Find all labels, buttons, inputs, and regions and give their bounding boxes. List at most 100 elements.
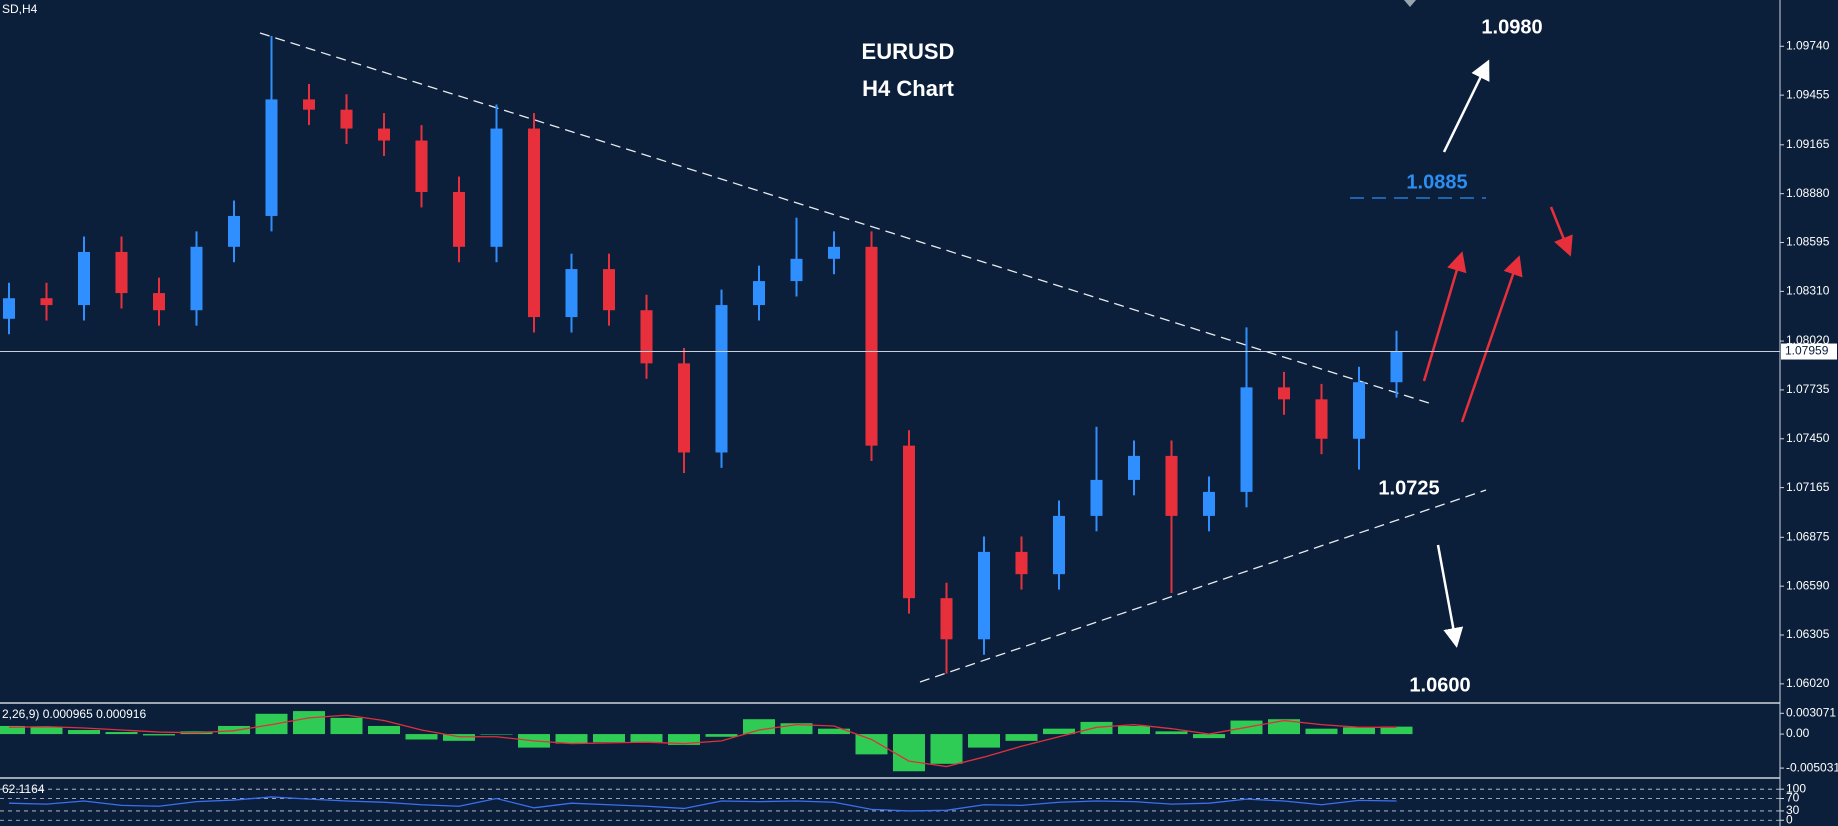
rsi-line bbox=[8, 796, 1397, 812]
arrow bbox=[1549, 206, 1573, 257]
macd-bar bbox=[1080, 721, 1113, 735]
macd-bar bbox=[893, 734, 925, 772]
y-tick-label: 0.003071 bbox=[1786, 705, 1836, 719]
candle-body bbox=[903, 445, 915, 599]
candle-body bbox=[78, 251, 90, 306]
chart-subtitle: H4 Chart bbox=[862, 76, 954, 101]
arrow bbox=[1460, 255, 1523, 423]
y-tick-label: 1.06590 bbox=[1786, 578, 1830, 592]
macd-bar bbox=[255, 713, 288, 735]
macd-bar bbox=[105, 732, 138, 735]
level-label: 1.0600 bbox=[1409, 674, 1470, 696]
candle-body bbox=[1090, 479, 1103, 516]
candle-body bbox=[1353, 382, 1365, 439]
macd-bar bbox=[1268, 719, 1300, 735]
macd-bar bbox=[630, 734, 663, 743]
y-tick-label: 1.09455 bbox=[1786, 87, 1830, 101]
y-tick-label: 1.06020 bbox=[1786, 676, 1830, 690]
current-price-label: 1.07959 bbox=[1785, 344, 1829, 358]
macd-bar bbox=[1193, 734, 1225, 739]
candle-body bbox=[40, 298, 53, 306]
symbol-label: SD,H4 bbox=[2, 2, 38, 16]
candle-body bbox=[603, 269, 615, 311]
candle-body bbox=[790, 258, 803, 282]
y-tick-label: 1.07735 bbox=[1786, 382, 1830, 396]
y-tick-label: 1.07165 bbox=[1786, 480, 1830, 494]
y-tick-label: 0.00 bbox=[1786, 726, 1810, 740]
macd-bar bbox=[30, 727, 63, 735]
macd-bar bbox=[1118, 725, 1150, 735]
candle-body bbox=[415, 140, 428, 192]
candle-body bbox=[1240, 387, 1253, 492]
candle-body bbox=[115, 251, 128, 294]
macd-bar bbox=[668, 734, 700, 745]
y-tick-label: 30 bbox=[1786, 803, 1800, 817]
macd-bar bbox=[593, 734, 625, 743]
macd-label: 2,26,9) 0.000965 0.000916 bbox=[2, 707, 146, 721]
candle-body bbox=[378, 128, 390, 141]
macd-bar bbox=[1155, 731, 1188, 735]
candle-body bbox=[340, 109, 353, 129]
macd-bar bbox=[0, 725, 25, 735]
arrow bbox=[1436, 544, 1464, 648]
candle-body bbox=[1128, 455, 1140, 480]
candle-body bbox=[228, 215, 240, 247]
candle-body bbox=[490, 128, 503, 247]
candle-body bbox=[528, 128, 540, 318]
shift-marker bbox=[1404, 0, 1416, 7]
macd-bar bbox=[968, 734, 1000, 748]
chart-title: EURUSD bbox=[862, 39, 955, 64]
rsi-label: 62.1164 bbox=[2, 782, 45, 796]
macd-bar bbox=[443, 734, 475, 741]
macd-bar bbox=[930, 734, 963, 764]
macd-bar bbox=[855, 734, 888, 755]
candle-body bbox=[715, 305, 728, 453]
macd-bar bbox=[705, 734, 738, 737]
macd-bar bbox=[368, 725, 400, 735]
macd-bar bbox=[1005, 734, 1038, 741]
trend-line bbox=[919, 489, 1487, 683]
y-tick-label: 100 bbox=[1786, 781, 1806, 795]
y-tick-label: 1.08880 bbox=[1786, 186, 1830, 200]
macd-bar bbox=[405, 734, 438, 740]
candle-body bbox=[678, 363, 690, 453]
candle-body bbox=[265, 99, 278, 216]
macd-bar bbox=[555, 734, 588, 744]
candle-body bbox=[865, 246, 878, 446]
macd-bar bbox=[780, 723, 813, 735]
macd-bar bbox=[1380, 726, 1413, 735]
macd-bar bbox=[218, 725, 250, 735]
candle-body bbox=[1315, 399, 1328, 439]
candle-body bbox=[1165, 455, 1178, 516]
candle-body bbox=[303, 99, 315, 110]
trend-line bbox=[259, 32, 1433, 405]
candle-body bbox=[1203, 491, 1215, 516]
y-tick-label: 1.09165 bbox=[1786, 137, 1830, 151]
candle-body bbox=[453, 191, 465, 247]
macd-bar bbox=[293, 711, 325, 735]
arrow bbox=[1422, 251, 1467, 382]
candle-body bbox=[753, 281, 765, 306]
macd-bar bbox=[1343, 727, 1375, 735]
candle-body bbox=[1053, 515, 1065, 575]
y-tick-label: 1.08310 bbox=[1786, 284, 1830, 298]
candle-body bbox=[978, 551, 990, 640]
candle-body bbox=[1390, 351, 1403, 383]
y-tick-label: 70 bbox=[1786, 791, 1800, 805]
level-label: 1.0980 bbox=[1481, 16, 1542, 38]
candle-body bbox=[1278, 387, 1290, 400]
candle-body bbox=[565, 269, 578, 318]
y-tick-label: 1.09740 bbox=[1786, 38, 1830, 52]
y-tick-label: 1.07450 bbox=[1786, 431, 1830, 445]
y-tick-label: 1.06305 bbox=[1786, 627, 1830, 641]
macd-bar bbox=[743, 719, 775, 735]
level-label: 1.0725 bbox=[1378, 477, 1439, 499]
candle-body bbox=[640, 310, 653, 364]
macd-bar bbox=[330, 717, 363, 735]
y-tick-label: -0.005031 bbox=[1786, 760, 1838, 774]
arrow bbox=[1442, 59, 1490, 153]
candle-body bbox=[828, 246, 840, 259]
signal-line bbox=[8, 714, 1397, 768]
candle-body bbox=[153, 293, 165, 311]
